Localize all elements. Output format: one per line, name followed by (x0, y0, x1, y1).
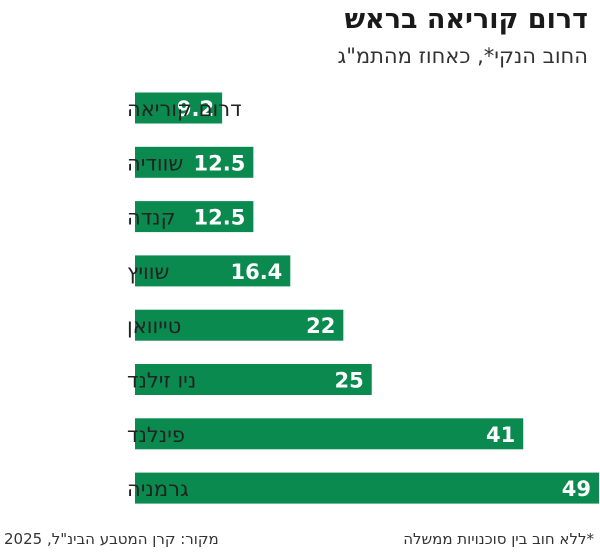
category-label: קנדה (127, 206, 176, 230)
bar-4 (135, 309, 344, 341)
bar-0 (135, 92, 223, 124)
bar-value-label: 9.2 (177, 97, 214, 121)
bar-value-label: 12.5 (194, 151, 246, 175)
category-label: טייוואן (127, 314, 181, 338)
bar-6 (135, 418, 524, 450)
bar-value-label: 22 (306, 314, 335, 338)
source-note: מקור: קרן המטבע הבינ"ל, 2025 (4, 530, 219, 548)
footnote: *ללא חוב בין סוכנויות ממשלה (403, 530, 594, 548)
bar-1 (135, 146, 254, 178)
category-label: גרמניה (127, 477, 189, 501)
bar-5 (135, 364, 372, 395)
bar-3 (135, 255, 291, 287)
category-label: פינלנד (127, 423, 185, 447)
bar-value-label: 41 (486, 423, 515, 447)
chart-title: דרום קוריאה בראש (344, 4, 588, 35)
bar-value-label: 49 (562, 477, 591, 501)
category-label: ניו זילנד (127, 369, 196, 393)
bar-7 (135, 472, 599, 504)
category-label: שוודיה (127, 151, 183, 175)
category-label: שוויץ (127, 260, 169, 284)
bar-2 (135, 201, 254, 233)
bar-value-label: 12.5 (194, 206, 246, 230)
chart-subtitle: החוב הנקי*, כאחוז מהתמ"ג (337, 44, 588, 68)
category-label: דרום קוריאה (127, 97, 242, 121)
bar-value-label: 25 (335, 369, 364, 393)
bar-value-label: 16.4 (230, 260, 282, 284)
